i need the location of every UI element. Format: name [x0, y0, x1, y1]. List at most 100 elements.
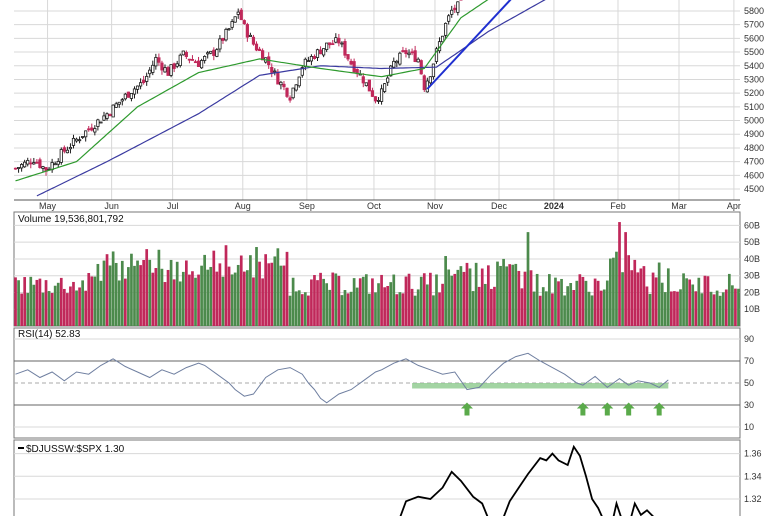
- volume-bar: [96, 263, 100, 326]
- candle: [242, 20, 246, 25]
- volume-bar: [523, 271, 527, 326]
- volume-bar: [389, 282, 393, 326]
- volume-bar: [169, 259, 173, 326]
- candle: [291, 87, 295, 99]
- volume-bar: [575, 280, 579, 326]
- volume-bar: [496, 261, 499, 326]
- volume-panel: 10B 20B 30B 40B 50B 60B: [13, 211, 760, 327]
- volume-bar: [419, 276, 423, 326]
- volume-bar: [120, 260, 124, 326]
- candle: [157, 57, 161, 63]
- volume-bar: [99, 280, 103, 326]
- candle: [169, 64, 173, 76]
- volume-bar: [313, 275, 316, 326]
- volume-bar: [547, 274, 551, 326]
- candle: [65, 149, 69, 154]
- x-tick-label: Nov: [427, 201, 444, 211]
- volume-bar: [578, 274, 582, 326]
- candle: [142, 79, 146, 83]
- volume-bar: [255, 247, 258, 326]
- candle: [318, 49, 323, 55]
- volume-bar: [630, 270, 634, 326]
- volume-bar: [59, 277, 63, 326]
- volume-bar: [468, 268, 472, 326]
- candle: [221, 38, 225, 41]
- candle: [456, 1, 460, 13]
- volume-bar: [364, 274, 368, 326]
- candle: [346, 54, 350, 60]
- candle: [120, 99, 124, 102]
- volume-bar: [383, 287, 386, 326]
- volume-bar: [444, 256, 447, 326]
- volume-bar: [465, 262, 469, 326]
- candle: [273, 70, 277, 73]
- volume-bar: [688, 279, 692, 326]
- volume-bar: [670, 291, 673, 326]
- candle: [206, 52, 210, 55]
- candle: [200, 60, 204, 69]
- price-y-tick-label: 4900: [744, 129, 764, 139]
- volume-bar: [221, 276, 225, 326]
- candle: [282, 83, 286, 88]
- candle: [233, 16, 237, 23]
- volume-bar: [645, 286, 649, 326]
- candle: [370, 90, 375, 97]
- candle: [248, 34, 253, 37]
- volume-bar: [441, 283, 444, 326]
- volume-bar: [587, 291, 591, 326]
- candle: [87, 128, 91, 131]
- volume-bar: [53, 285, 57, 326]
- volume-bar: [404, 276, 408, 326]
- volume-bar: [246, 270, 249, 326]
- candle: [190, 59, 195, 61]
- candle: [315, 49, 320, 58]
- volume-bar: [514, 263, 518, 326]
- volume-bar: [462, 271, 466, 326]
- volume-bar: [621, 272, 624, 326]
- volume-bar: [273, 256, 277, 326]
- volume-y-tick-label: 20B: [744, 287, 760, 297]
- volume-bar: [624, 232, 627, 326]
- volume-bar: [590, 295, 594, 326]
- candle: [340, 42, 344, 45]
- candle: [212, 49, 216, 56]
- volume-bar: [450, 275, 454, 326]
- volume-bar: [480, 268, 484, 326]
- rsi-support-band: [412, 383, 669, 389]
- volume-bar: [486, 265, 490, 326]
- volume-bar: [218, 263, 222, 326]
- candle: [163, 67, 167, 73]
- volume-bar: [529, 270, 533, 326]
- candle: [334, 37, 338, 43]
- volume-bar: [648, 293, 652, 326]
- candle: [35, 161, 39, 164]
- volume-bar: [184, 260, 188, 326]
- volume-bar: [682, 273, 685, 326]
- volume-bar: [307, 295, 310, 326]
- volume-bar: [230, 274, 234, 326]
- volume-bar: [181, 271, 185, 326]
- volume-bar: [676, 291, 679, 326]
- volume-bar: [227, 266, 231, 326]
- volume-bar: [166, 269, 170, 326]
- volume-bar: [261, 278, 264, 326]
- volume-bar: [117, 280, 121, 326]
- candle: [294, 84, 298, 91]
- x-tick-label: Jun: [104, 201, 119, 211]
- trend-line: [426, 0, 512, 90]
- volume-bar: [712, 294, 716, 326]
- volume-bar: [459, 266, 463, 326]
- volume-bar: [288, 295, 292, 326]
- volume-bar: [593, 278, 597, 326]
- volume-bar: [425, 284, 429, 326]
- volume-bar: [566, 286, 570, 326]
- volume-bar: [511, 264, 515, 326]
- volume-bar: [609, 258, 612, 326]
- candle: [96, 119, 100, 127]
- volume-bar: [599, 290, 603, 326]
- volume-bar: [557, 281, 560, 326]
- volume-bar: [328, 289, 332, 326]
- volume-bar: [81, 280, 84, 326]
- price-y-tick-label: 5300: [744, 74, 764, 84]
- candle: [154, 57, 158, 67]
